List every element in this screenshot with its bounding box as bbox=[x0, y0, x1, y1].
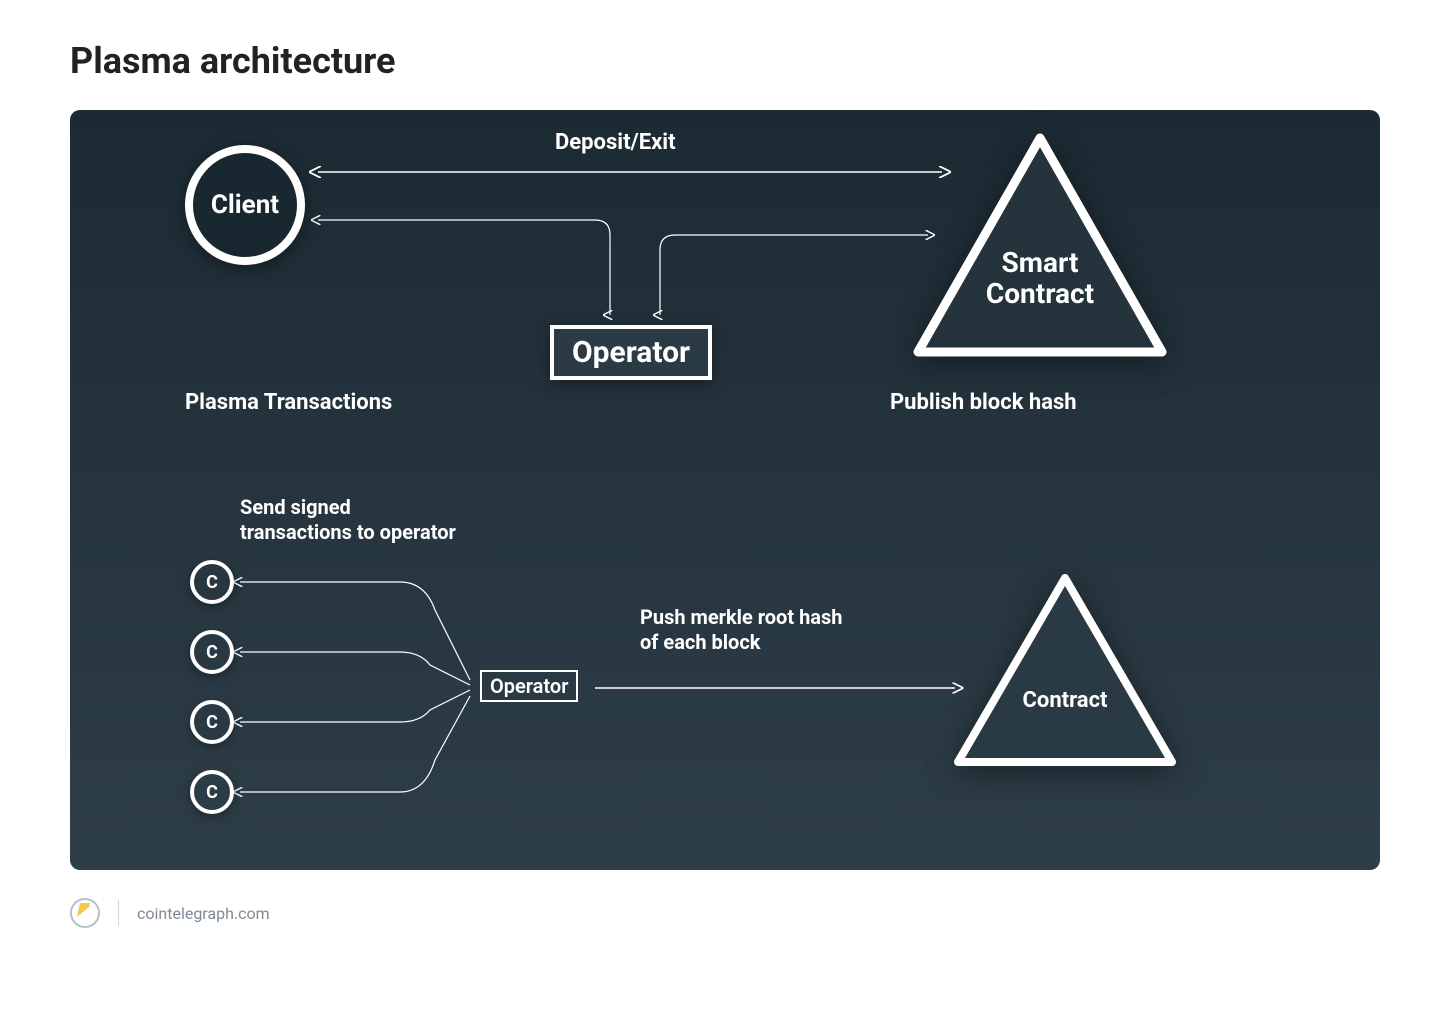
smart-contract-label-2: Contract bbox=[910, 279, 1170, 310]
send-signed-label-1: Send signed bbox=[240, 495, 456, 520]
contract-label: Contract bbox=[1023, 688, 1108, 713]
client-mini-node: C bbox=[190, 700, 234, 744]
plasma-transactions-label: Plasma Transactions bbox=[185, 390, 392, 415]
smart-contract-node: Smart Contract bbox=[910, 130, 1170, 360]
push-merkle-label-1: Push merkle root hash bbox=[640, 605, 842, 630]
footer-site-label: cointelegraph.com bbox=[137, 904, 270, 923]
footer: cointelegraph.com bbox=[70, 898, 1380, 928]
client-label: Client bbox=[211, 190, 279, 220]
client-node: Client bbox=[185, 145, 305, 265]
contract-node: Contract bbox=[950, 570, 1180, 770]
cointelegraph-logo-icon bbox=[70, 898, 100, 928]
publish-block-hash-label: Publish block hash bbox=[890, 390, 1077, 415]
client-mini-node: C bbox=[190, 630, 234, 674]
operator-node-bottom: Operator bbox=[480, 670, 578, 702]
client-mini-node: C bbox=[190, 560, 234, 604]
smart-contract-label-1: Smart bbox=[910, 248, 1170, 279]
push-merkle-label-2: of each block bbox=[640, 630, 842, 655]
page-title: Plasma architecture bbox=[70, 40, 1380, 82]
diagram-panel: Client Deposit/Exit Smart Contract Opera… bbox=[70, 110, 1380, 870]
footer-divider bbox=[118, 900, 119, 926]
operator-node-top: Operator bbox=[550, 325, 712, 380]
client-mini-node: C bbox=[190, 770, 234, 814]
send-signed-label-2: transactions to operator bbox=[240, 520, 456, 545]
deposit-exit-label: Deposit/Exit bbox=[555, 130, 676, 155]
